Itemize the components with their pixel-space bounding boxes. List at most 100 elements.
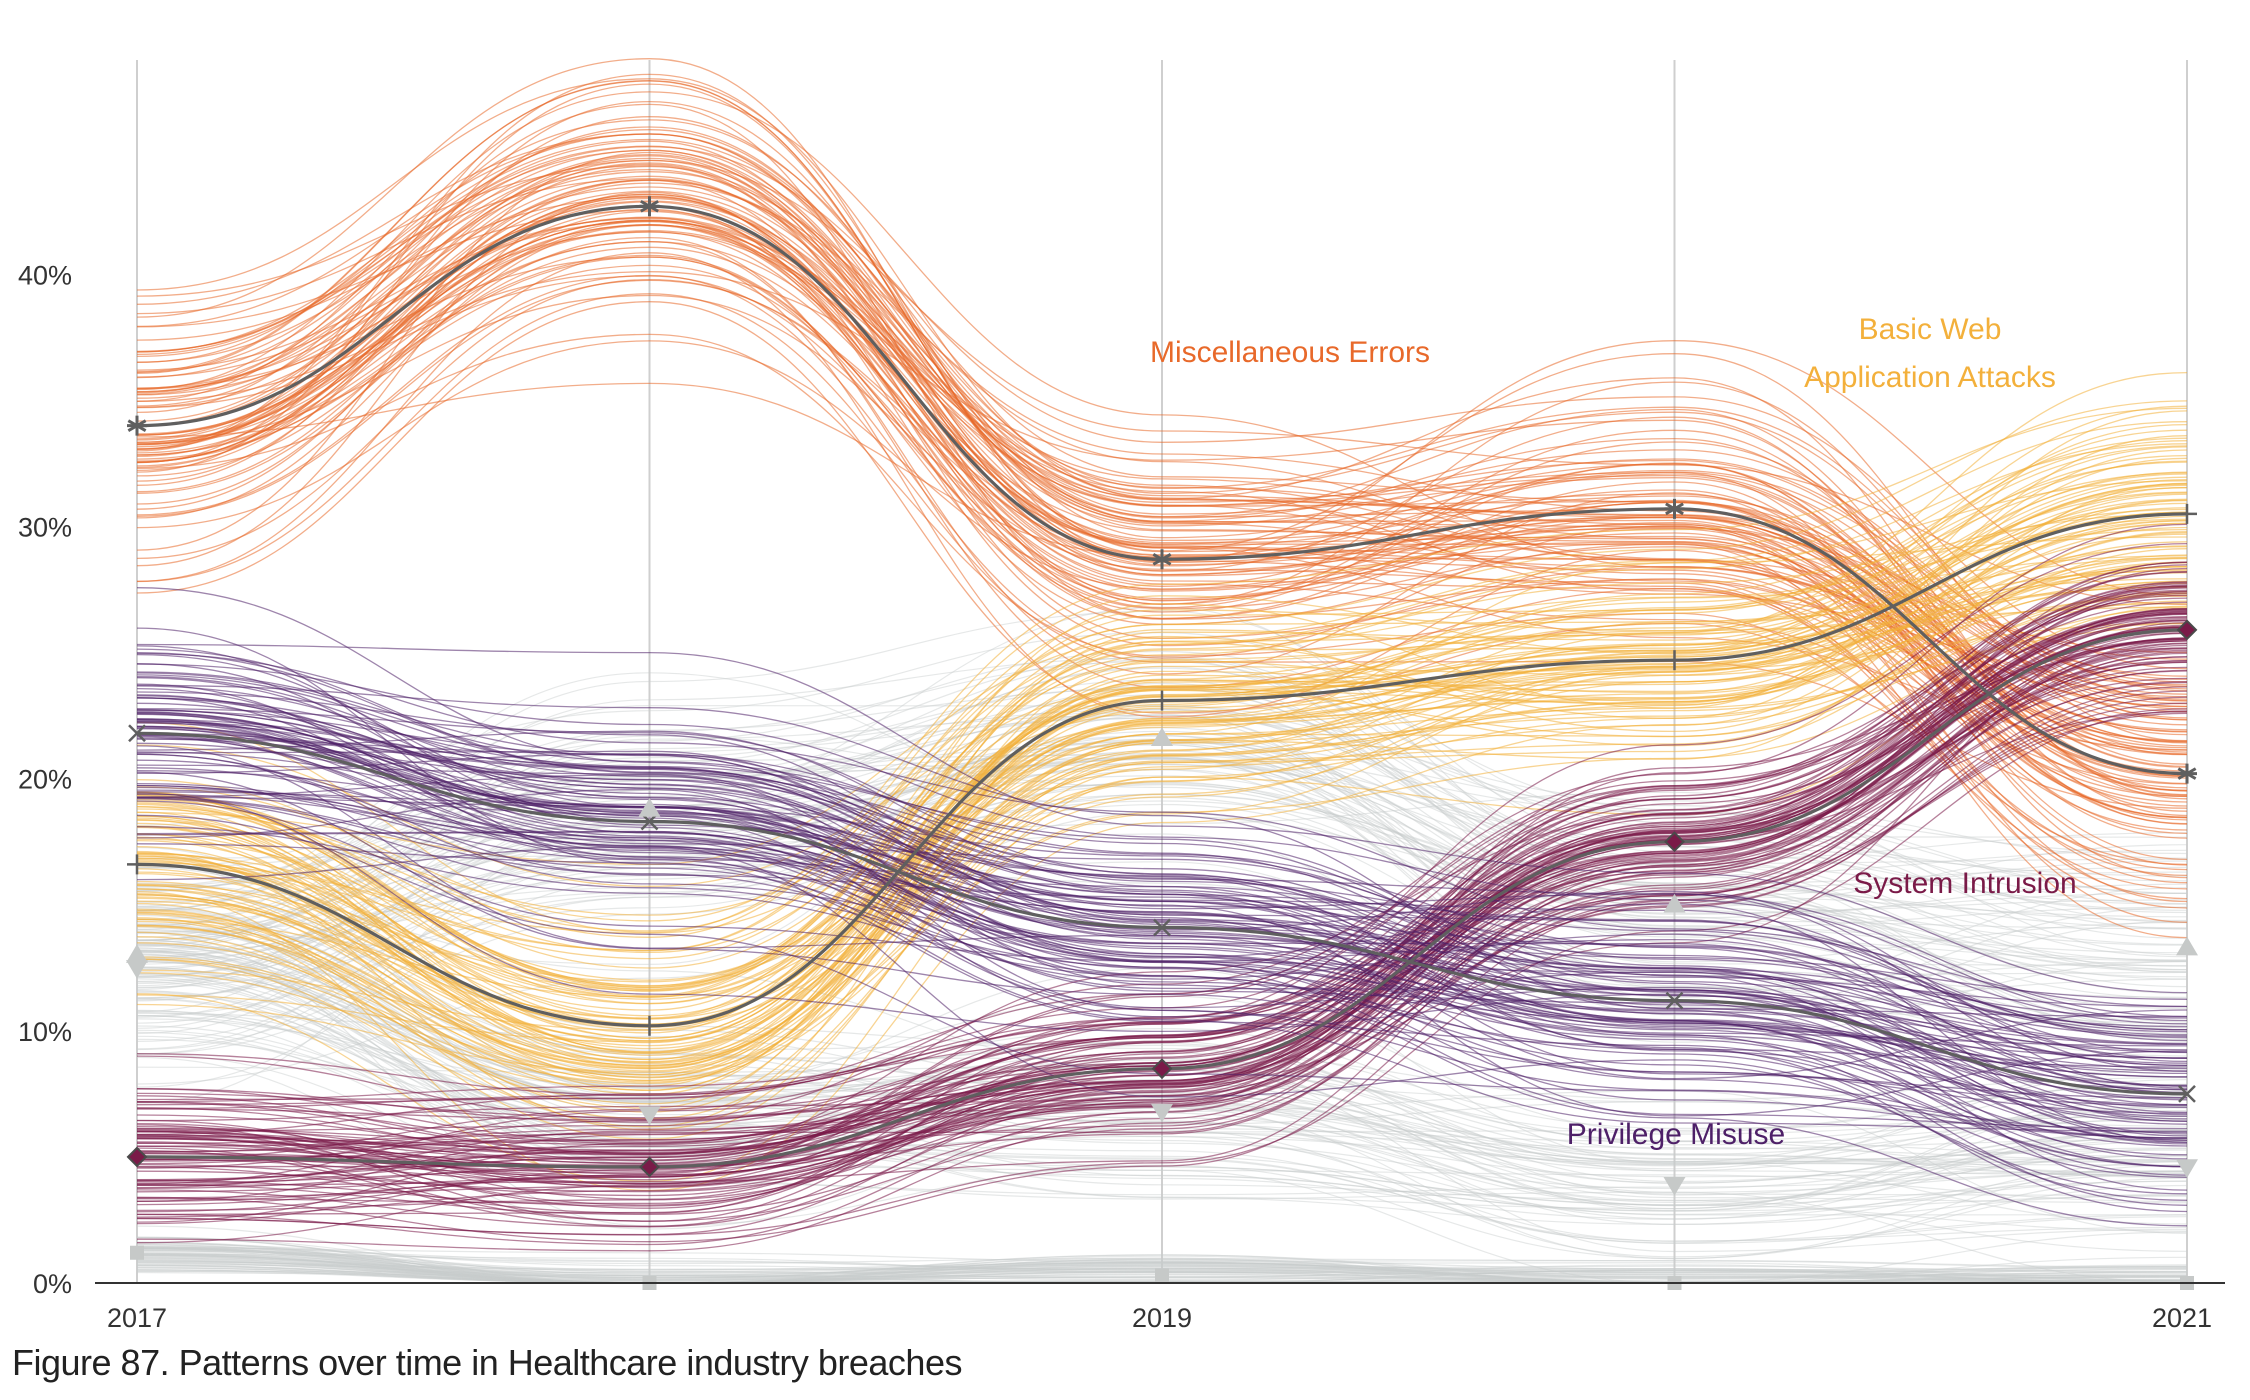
band-line <box>136 1244 2188 1284</box>
data-point <box>1664 498 1685 519</box>
data-point <box>2178 1084 2196 1103</box>
band-line <box>136 763 2188 958</box>
band-line <box>136 1254 2188 1283</box>
band-line <box>136 732 2188 1039</box>
x-tick-label: 2019 <box>1132 1303 1192 1333</box>
band-line <box>136 626 2188 1162</box>
band-line <box>136 561 2188 1119</box>
x-axis: 2017 2019 2021 <box>107 1303 2212 1333</box>
data-point <box>2176 936 2198 956</box>
data-point <box>1153 918 1171 937</box>
band-line <box>136 652 2188 1053</box>
band-line <box>136 612 2188 1144</box>
band-line <box>136 1249 2188 1284</box>
series-markers <box>126 196 2198 1290</box>
band-line <box>136 271 2188 796</box>
data-point <box>1151 727 1173 747</box>
band-line <box>136 981 2188 1220</box>
band-line <box>136 557 2188 1042</box>
band-line <box>136 179 2188 743</box>
band-line <box>136 168 2188 713</box>
band-line <box>136 721 2188 1047</box>
band-line <box>136 733 2188 1168</box>
band-line <box>136 722 2188 1042</box>
band-line <box>136 719 2188 1033</box>
band-line <box>136 487 2188 987</box>
band-line <box>136 758 2188 1023</box>
band-line <box>136 1257 2188 1284</box>
band-line <box>136 667 2188 979</box>
band-line <box>136 1248 2188 1279</box>
band-line <box>136 482 2188 1113</box>
data-point <box>127 415 147 436</box>
band-line <box>136 149 2188 690</box>
band-line <box>136 702 2188 1099</box>
band-line <box>136 536 2188 1047</box>
series-label-privilege-misuse: Privilege Misuse <box>1567 1118 1785 1151</box>
band-line <box>136 691 2188 1106</box>
band-line <box>136 684 2188 1018</box>
data-point <box>638 797 661 817</box>
band-line <box>136 611 2188 1175</box>
band-line <box>136 998 2188 1232</box>
band-line <box>136 637 2188 1185</box>
band-line <box>136 771 2188 1114</box>
band-line <box>136 991 2188 1226</box>
band-line <box>136 682 2188 966</box>
band-line <box>136 518 2188 1017</box>
band-line <box>136 561 2188 1156</box>
band-line <box>136 133 2188 654</box>
band-line <box>136 454 2188 954</box>
y-axis: 0% 10% 20% 30% 40% <box>18 260 72 1299</box>
band-line <box>136 1031 2188 1284</box>
band-line <box>136 1010 2188 1212</box>
band-line <box>136 407 2188 933</box>
band-line <box>136 973 2188 1133</box>
data-point <box>126 960 148 979</box>
data-point <box>1665 991 1684 1010</box>
band-line <box>136 888 2188 1172</box>
band-line <box>136 220 2188 792</box>
band-line <box>136 435 2188 1061</box>
band-line <box>136 606 2188 952</box>
data-point <box>1155 1268 1169 1283</box>
band-line <box>136 603 2188 1034</box>
x-tick-label: 2021 <box>2152 1303 2212 1333</box>
band-line <box>136 800 2188 1025</box>
data-point <box>2176 619 2198 641</box>
band-line <box>136 645 2188 1063</box>
band-line <box>136 1035 2188 1242</box>
band-line <box>136 461 2188 1020</box>
band-line <box>136 133 2188 683</box>
band-line <box>136 661 2188 1166</box>
band-line <box>136 511 2188 1064</box>
band-line <box>136 797 2188 1125</box>
band-line <box>136 753 2188 1191</box>
data-point <box>127 854 147 875</box>
band-line <box>136 714 2188 999</box>
data-point <box>639 1156 660 1178</box>
band-line <box>136 146 2188 670</box>
band-line <box>136 443 2188 992</box>
band-line <box>136 990 2188 1206</box>
band-line <box>136 919 2188 1212</box>
band-line <box>136 246 2188 871</box>
band-line <box>136 542 2188 1161</box>
band-line <box>136 643 2188 1181</box>
band-line <box>136 622 2188 1070</box>
band-line <box>136 736 2188 1117</box>
band-line <box>136 710 2188 1236</box>
y-tick-label: 0% <box>33 1269 72 1299</box>
data-point <box>1663 1176 1686 1196</box>
band-line <box>136 1246 2188 1282</box>
band-line <box>136 702 2188 1252</box>
band-line <box>136 480 2188 1053</box>
series-labels: Miscellaneous Errors Basic Web Applicati… <box>1150 313 2077 1151</box>
band-line <box>136 73 2188 777</box>
band-line <box>136 1247 2188 1268</box>
band-line <box>136 1249 2188 1284</box>
data-point <box>1663 893 1686 913</box>
series-line <box>136 628 2188 1169</box>
band-line <box>136 566 2188 1005</box>
band-line <box>136 499 2188 1063</box>
